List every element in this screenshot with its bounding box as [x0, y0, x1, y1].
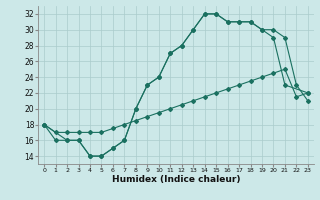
X-axis label: Humidex (Indice chaleur): Humidex (Indice chaleur) [112, 175, 240, 184]
